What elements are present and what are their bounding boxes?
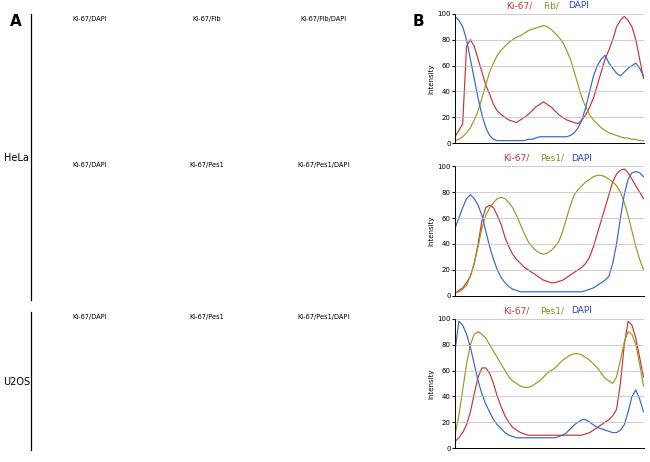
Text: Ki-67/Fib: Ki-67/Fib bbox=[192, 16, 221, 22]
Text: DAPI: DAPI bbox=[571, 154, 592, 163]
Text: Ki-67/Pes1/DAPI: Ki-67/Pes1/DAPI bbox=[297, 314, 350, 320]
Text: Fib/: Fib/ bbox=[543, 1, 559, 10]
Text: B: B bbox=[413, 14, 424, 29]
Text: Pes1/: Pes1/ bbox=[540, 154, 564, 163]
Text: Ki-67/Pes1/DAPI: Ki-67/Pes1/DAPI bbox=[297, 162, 350, 168]
Text: Ki-67/: Ki-67/ bbox=[503, 306, 529, 315]
Text: Ki-67/: Ki-67/ bbox=[503, 154, 529, 163]
Y-axis label: Intensity: Intensity bbox=[428, 368, 435, 399]
Text: DAPI: DAPI bbox=[571, 306, 592, 315]
Text: A: A bbox=[10, 14, 21, 29]
Text: Ki-67/Pes1: Ki-67/Pes1 bbox=[189, 162, 224, 168]
Text: Ki-67/: Ki-67/ bbox=[506, 1, 532, 10]
Text: DAPI: DAPI bbox=[568, 1, 589, 10]
Text: Ki-67/Fib/DAPI: Ki-67/Fib/DAPI bbox=[300, 16, 346, 22]
Y-axis label: Intensity: Intensity bbox=[428, 216, 435, 246]
Y-axis label: Intensity: Intensity bbox=[428, 63, 435, 94]
Text: Ki-67/Pes1: Ki-67/Pes1 bbox=[189, 314, 224, 320]
Text: Ki-67/DAPI: Ki-67/DAPI bbox=[72, 314, 107, 320]
Text: HeLa: HeLa bbox=[4, 153, 29, 163]
Text: U2OS: U2OS bbox=[3, 377, 30, 387]
Text: Pes1/: Pes1/ bbox=[540, 306, 564, 315]
Text: Ki-67/DAPI: Ki-67/DAPI bbox=[72, 16, 107, 22]
Text: Ki-67/DAPI: Ki-67/DAPI bbox=[72, 162, 107, 168]
